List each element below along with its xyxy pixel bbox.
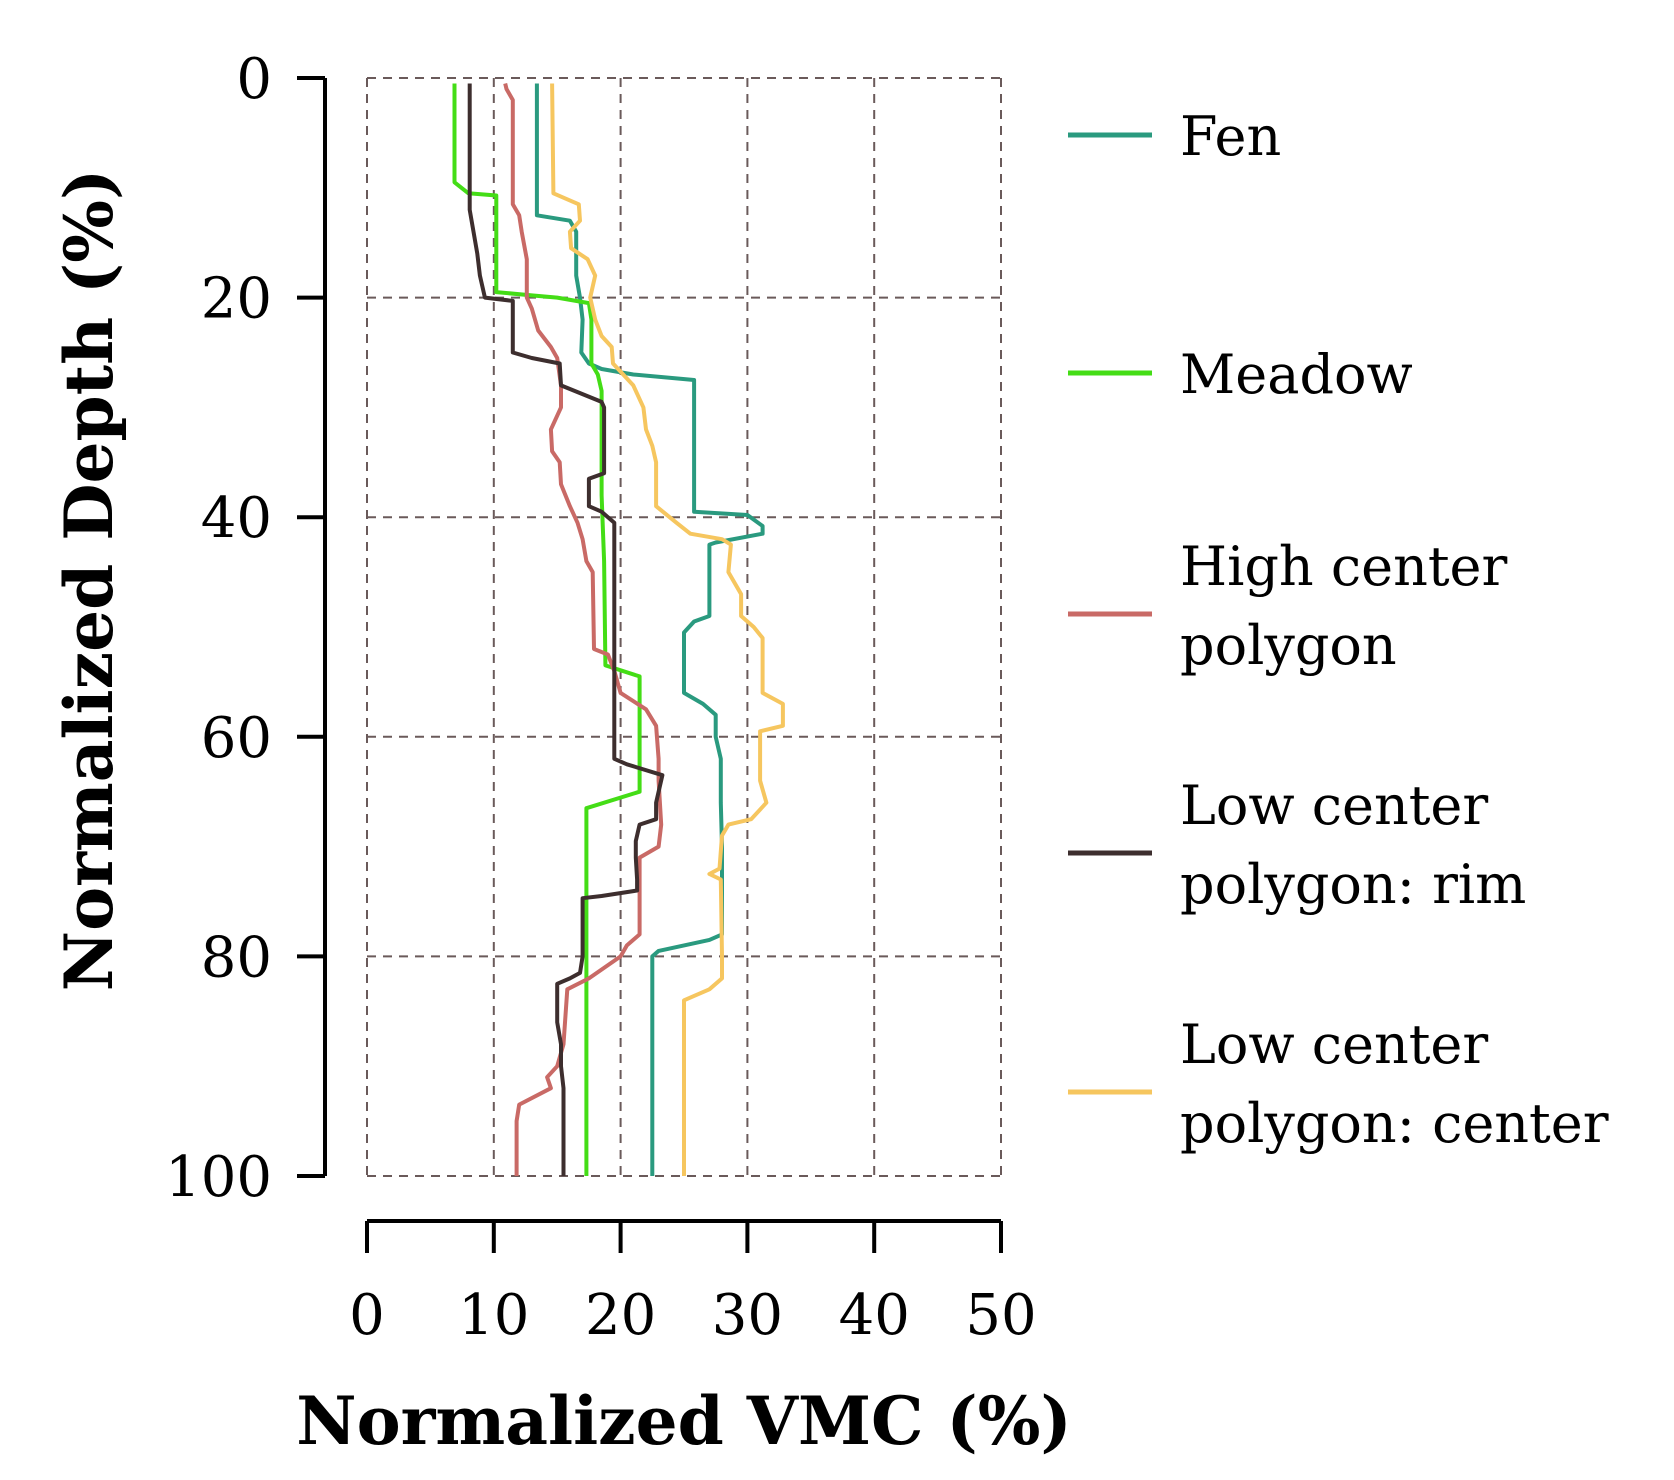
x-tick-label-30: 30 <box>712 1283 783 1348</box>
legend-label-rim-line1: Low center <box>1180 774 1488 837</box>
series-line-high-center-polygon <box>503 83 664 1176</box>
legend-label-high-center-line1: High center <box>1180 535 1508 598</box>
y-tick-label-40: 40 <box>201 486 272 551</box>
legend-label-high-center-line2: polygon <box>1180 614 1397 677</box>
y-axis-title: Normalized Depth (%) <box>50 169 128 991</box>
legend-label-rim-line2: polygon: rim <box>1180 853 1526 916</box>
y-axis-ticks: 0 20 40 60 80 100 <box>165 47 325 1210</box>
legend-item-low-center-rim: Low center polygon: rim <box>1068 774 1526 916</box>
x-axis-title: Normalized VMC (%) <box>296 1382 1071 1460</box>
legend-item-low-center-center: Low center polygon: center <box>1068 1013 1609 1155</box>
y-tick-label-80: 80 <box>201 925 272 990</box>
series-line-low-center-polygon-center <box>550 83 785 1176</box>
x-tick-label-10: 10 <box>458 1283 529 1348</box>
legend-item-high-center-polygon: High center polygon <box>1068 535 1508 677</box>
y-tick-label-100: 100 <box>165 1145 272 1210</box>
series-line-fen <box>534 83 765 1176</box>
series-line-meadow <box>452 83 642 1176</box>
legend-label-center-line1: Low center <box>1180 1013 1488 1076</box>
x-axis-ticks: 0 10 20 30 40 50 <box>349 1221 1037 1348</box>
y-tick-label-20: 20 <box>201 267 272 332</box>
series-line-low-center-polygon-rim <box>467 83 665 1176</box>
legend-item-fen: Fen <box>1068 105 1281 168</box>
x-tick-label-40: 40 <box>839 1283 910 1348</box>
series-lines <box>452 83 785 1176</box>
grid <box>366 77 1002 1177</box>
x-tick-label-50: 50 <box>965 1283 1036 1348</box>
x-tick-label-20: 20 <box>585 1283 656 1348</box>
x-tick-label-0: 0 <box>349 1283 385 1348</box>
y-tick-label-0: 0 <box>236 47 272 112</box>
y-tick-label-60: 60 <box>201 706 272 771</box>
legend-label-center-line2: polygon: center <box>1180 1092 1609 1155</box>
legend-label-fen: Fen <box>1180 105 1281 168</box>
legend: Fen Meadow High center polygon Low cente… <box>1068 105 1609 1155</box>
legend-item-meadow: Meadow <box>1068 343 1413 406</box>
legend-label-meadow: Meadow <box>1180 343 1413 406</box>
